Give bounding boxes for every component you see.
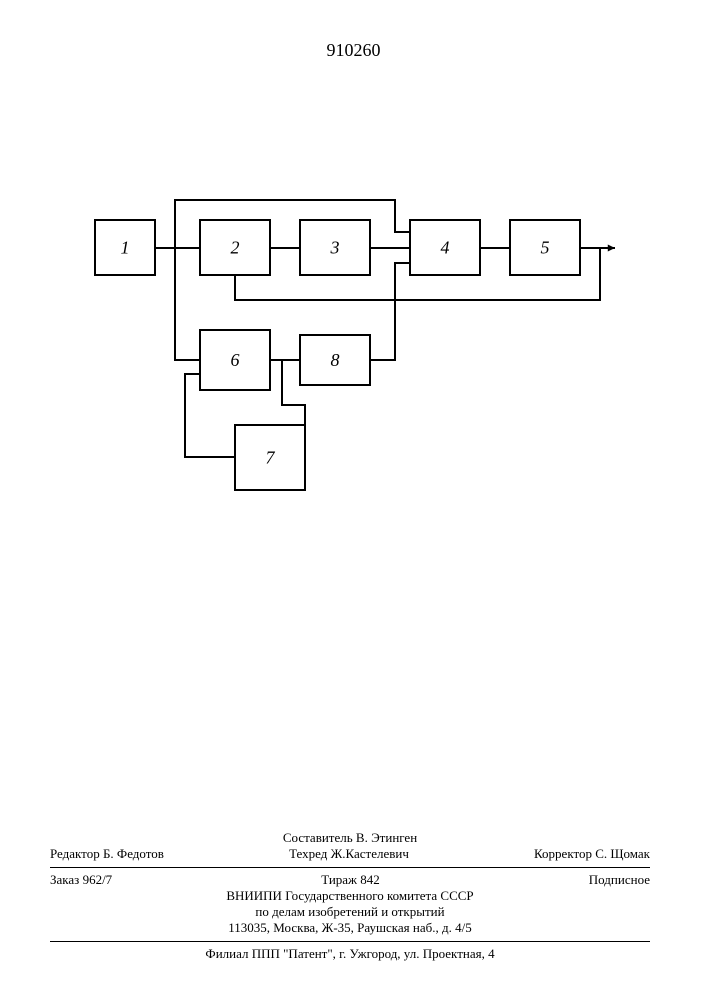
svg-text:1: 1 — [121, 238, 130, 258]
composer: В. Этинген — [356, 830, 417, 845]
svg-text:6: 6 — [231, 350, 240, 370]
imprint-footer: Составитель В. Этинген Редактор Б. Федот… — [50, 830, 650, 962]
teched-label: Техред — [289, 846, 327, 861]
org-line-1: ВНИИПИ Государственного комитета СССР — [50, 888, 650, 904]
corrector-label: Корректор — [534, 846, 592, 861]
composer-label: Составитель — [283, 830, 353, 845]
svg-text:7: 7 — [266, 448, 276, 468]
divider — [50, 867, 650, 868]
org-line-3: 113035, Москва, Ж-35, Раушская наб., д. … — [50, 920, 650, 936]
svg-text:5: 5 — [541, 238, 550, 258]
svg-text:8: 8 — [331, 350, 340, 370]
block-diagram: 1 2 3 4 5 6 8 7 — [0, 0, 707, 600]
divider — [50, 941, 650, 942]
svg-text:4: 4 — [441, 238, 450, 258]
order-label: Заказ — [50, 872, 79, 887]
org-line-2: по делам изобретений и открытий — [50, 904, 650, 920]
teched: Ж.Кастелевич — [331, 846, 409, 861]
printrun-value: 842 — [360, 872, 380, 887]
corrector: С. Щомак — [595, 846, 650, 861]
editor-label: Редактор — [50, 846, 100, 861]
branch-line: Филиал ППП "Патент", г. Ужгород, ул. Про… — [50, 946, 650, 962]
printrun-label: Тираж — [321, 872, 357, 887]
subscription: Подписное — [589, 872, 650, 888]
editor: Б. Федотов — [103, 846, 164, 861]
svg-text:2: 2 — [231, 238, 240, 258]
svg-text:3: 3 — [330, 238, 340, 258]
order-value: 962/7 — [83, 872, 113, 887]
